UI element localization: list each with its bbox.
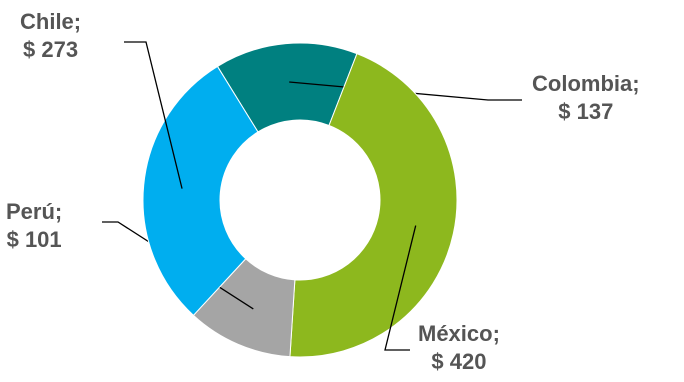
- slice-label-colombia: Colombia; $ 137: [532, 70, 640, 126]
- slice-name-mexico: México;: [418, 321, 500, 346]
- slice-value-mexico: $ 420: [431, 349, 487, 374]
- leader-line-mexico: [384, 225, 417, 351]
- slice-value-colombia: $ 137: [558, 99, 614, 124]
- slice-value-chile: $ 273: [23, 37, 79, 62]
- slice-name-chile: Chile;: [20, 9, 82, 34]
- slice-label-chile: Chile; $ 273: [20, 8, 81, 64]
- slice-name-peru: Perú;: [6, 199, 63, 224]
- slice-label-mexico: México; $ 420: [418, 320, 500, 376]
- slice-mexico: [289, 53, 458, 358]
- slice-label-peru: Perú; $ 101: [6, 198, 62, 254]
- leader-line-chile: [124, 41, 183, 189]
- slice-name-colombia: Colombia;: [532, 71, 640, 96]
- slice-value-peru: $ 101: [6, 227, 62, 252]
- slice-chile: [142, 65, 259, 317]
